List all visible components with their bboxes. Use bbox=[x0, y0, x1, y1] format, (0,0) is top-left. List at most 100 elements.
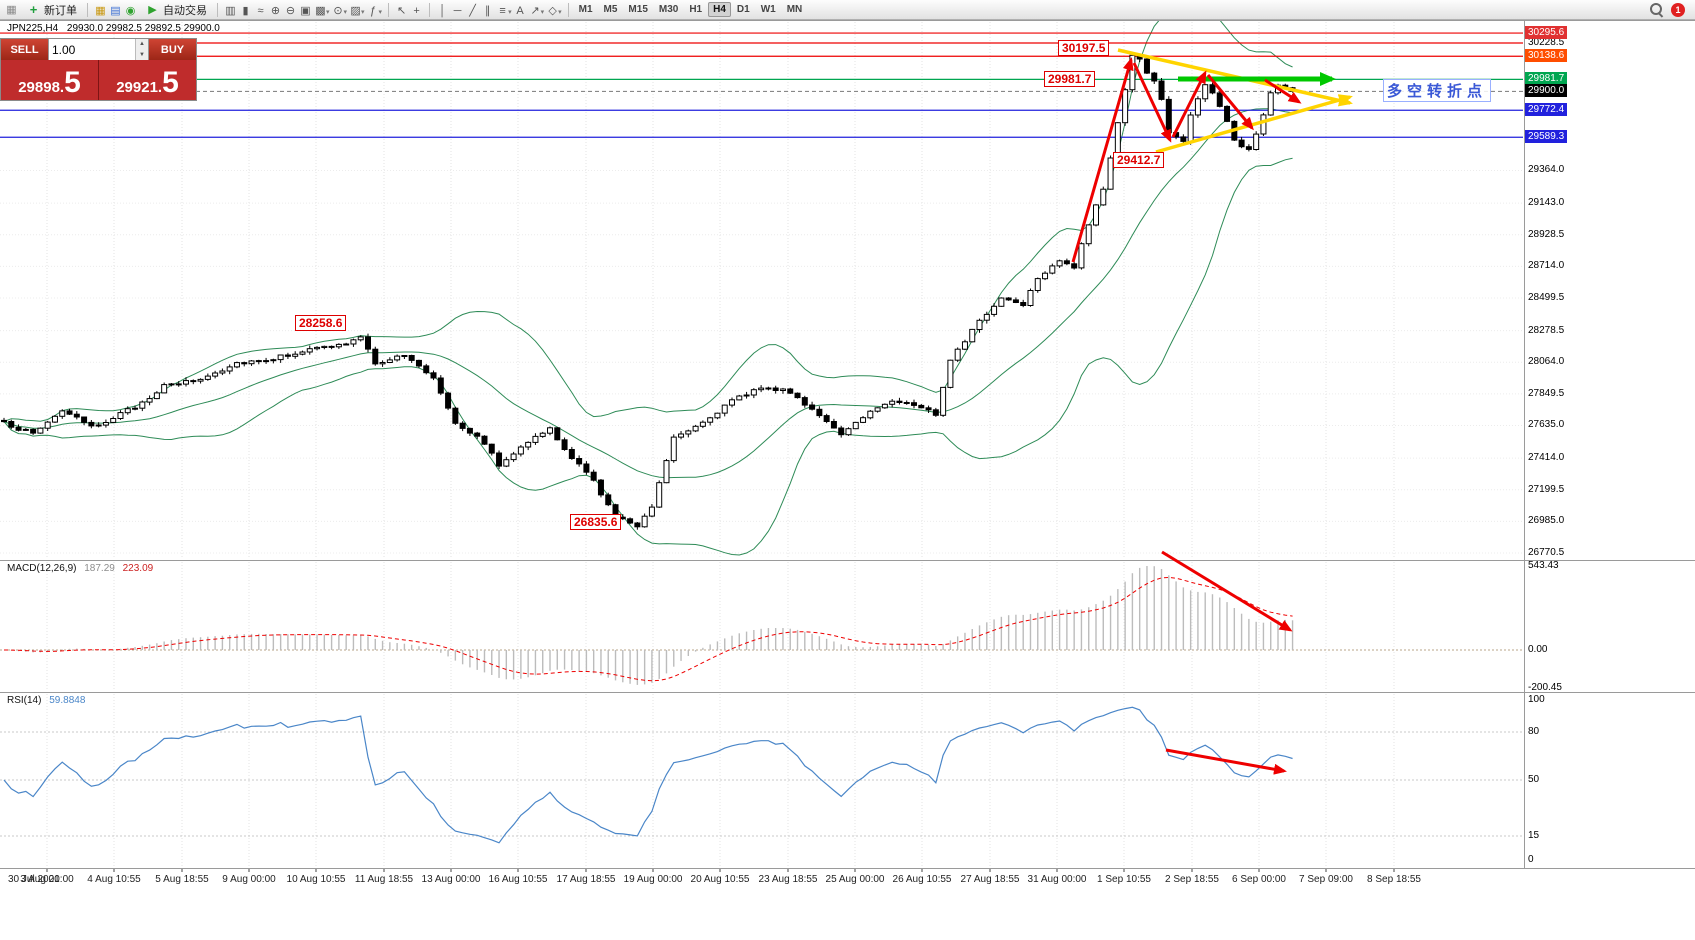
rsi-arrow[interactable] bbox=[1165, 748, 1287, 775]
volume-increase-button[interactable]: ▲ bbox=[135, 39, 148, 50]
fibonacci-caret[interactable]: ▾ bbox=[508, 8, 512, 16]
macd-value-signal: 223.09 bbox=[122, 563, 154, 574]
volume-control: ▲ ▼ bbox=[48, 39, 149, 60]
volume-spinner: ▲ ▼ bbox=[134, 39, 148, 60]
rsi-indicator-label: RSI(14) 59.8848 bbox=[7, 695, 85, 706]
time-axis-label: 25 Aug 00:00 bbox=[825, 874, 885, 885]
red-arrow-1[interactable] bbox=[1071, 57, 1134, 263]
new-chart-icon[interactable]: ▩ bbox=[315, 4, 326, 17]
price-axis-label: 30228.5 bbox=[1528, 36, 1565, 48]
templates-caret[interactable]: ▾ bbox=[361, 8, 365, 16]
time-axis-label: 3 Aug 00:00 bbox=[20, 874, 74, 885]
navigator-icon[interactable]: ◉ bbox=[125, 4, 136, 17]
time-axis-label: 7 Sep 09:00 bbox=[1299, 874, 1353, 885]
price-callout-26835.6[interactable]: 26835.6 bbox=[570, 514, 622, 530]
periods-caret[interactable]: ▾ bbox=[343, 8, 348, 16]
time-axis-label: 10 Aug 10:55 bbox=[286, 874, 346, 885]
time-axis-label: 6 Sep 00:00 bbox=[1232, 874, 1286, 885]
timeframe-w1[interactable]: W1 bbox=[760, 4, 776, 15]
macd-indicator-label: MACD(12,26,9) 187.29 223.09 bbox=[7, 563, 153, 574]
toolbar-separator bbox=[388, 2, 390, 17]
trendline-icon[interactable]: ╱ bbox=[469, 4, 476, 17]
price-axis-label: 28928.5 bbox=[1528, 228, 1565, 240]
new-chart-caret[interactable]: ▾ bbox=[326, 8, 330, 16]
buy-button[interactable]: BUY bbox=[149, 39, 196, 60]
price-levels bbox=[0, 32, 1523, 138]
candlestick-icon[interactable]: ▮ bbox=[242, 4, 249, 17]
cursor-icon[interactable]: ↖ bbox=[396, 4, 407, 17]
channel-icon[interactable]: ∥ bbox=[484, 4, 491, 17]
tile-windows-icon[interactable]: ▣ bbox=[300, 4, 311, 17]
timeframe-mn[interactable]: MN bbox=[786, 4, 803, 15]
macd-arrow[interactable] bbox=[1161, 550, 1293, 632]
shapes-caret[interactable]: ▾ bbox=[558, 8, 562, 16]
sell-price-pips: 5 bbox=[64, 66, 81, 99]
arrows-caret[interactable]: ▾ bbox=[540, 8, 545, 16]
market-watch-icon[interactable]: ▦ bbox=[95, 4, 106, 17]
text-icon[interactable]: A bbox=[516, 4, 524, 17]
rsi-scale-label: 100 bbox=[1528, 694, 1545, 705]
timeframe-m30[interactable]: M30 bbox=[658, 4, 679, 15]
timeframe-m5[interactable]: M5 bbox=[603, 4, 618, 15]
time-axis-label: 31 Aug 00:00 bbox=[1027, 874, 1087, 885]
data-window-icon[interactable]: ▤ bbox=[110, 4, 121, 17]
time-axis-label: 5 Aug 18:55 bbox=[155, 874, 209, 885]
vertical-line-icon[interactable]: │ bbox=[439, 4, 446, 17]
red-arrow-5[interactable] bbox=[1264, 78, 1302, 104]
price-badge-29900.0: 29900.0 bbox=[1525, 84, 1568, 98]
timeframe-m15[interactable]: M15 bbox=[628, 4, 648, 15]
sell-button[interactable]: SELL bbox=[1, 39, 48, 60]
chart-note-text[interactable]: 多空转折点 bbox=[1383, 79, 1492, 102]
notification-badge[interactable]: 1 bbox=[1671, 2, 1685, 17]
one-click-trading-panel: SELL ▲ ▼ BUY 29898.5 29921.5 bbox=[0, 38, 197, 101]
zoom-out-icon[interactable]: ⊖ bbox=[285, 4, 296, 17]
rsi-scale-label: 15 bbox=[1528, 830, 1540, 841]
templates-icon[interactable]: ▨ bbox=[350, 4, 361, 17]
new-order-button[interactable]: + 新订单 bbox=[21, 1, 82, 19]
shapes-icon[interactable]: ◇ bbox=[548, 4, 557, 17]
volume-decrease-button[interactable]: ▼ bbox=[135, 49, 148, 60]
price-badge-29981.7: 29981.7 bbox=[1525, 72, 1568, 86]
macd-scale-label: 0.00 bbox=[1528, 644, 1548, 655]
price-axis-label: 26770.5 bbox=[1528, 547, 1565, 558]
symbol-ohlc: 29930.0 29982.5 29892.5 29900.0 bbox=[66, 23, 220, 34]
chart-drawings bbox=[1071, 48, 1353, 775]
time-axis-label: 13 Aug 00:00 bbox=[421, 874, 481, 885]
red-arrow-4[interactable] bbox=[1206, 74, 1254, 131]
price-axis[interactable] bbox=[1524, 21, 1695, 868]
volume-input[interactable] bbox=[49, 39, 135, 60]
bar-chart-icon[interactable]: ▥ bbox=[225, 4, 236, 17]
time-axis-label: 20 Aug 10:55 bbox=[690, 874, 750, 885]
red-arrow-2[interactable] bbox=[1132, 62, 1172, 143]
periods-icon[interactable]: ⊙ bbox=[333, 4, 343, 17]
price-callout-30197.5[interactable]: 30197.5 bbox=[1058, 40, 1110, 56]
timeframe-h1[interactable]: H1 bbox=[689, 4, 703, 15]
arrows-icon[interactable]: ↗ bbox=[530, 4, 540, 17]
timeframe-d1[interactable]: D1 bbox=[736, 4, 750, 15]
macd-title: MACD(12,26,9) bbox=[7, 563, 77, 574]
rsi-scale-label: 0 bbox=[1528, 854, 1534, 865]
sell-price[interactable]: 29898. 5 bbox=[1, 60, 99, 100]
symbol-info: JPN225,H4 29930.0 29982.5 29892.5 29900.… bbox=[7, 23, 226, 34]
line-chart-icon[interactable]: ≈ bbox=[257, 4, 264, 17]
horizontal-line-icon[interactable]: ─ bbox=[453, 4, 462, 17]
price-callout-29412.7[interactable]: 29412.7 bbox=[1113, 152, 1165, 168]
timeframe-h4[interactable]: H4 bbox=[708, 2, 731, 17]
crosshair-icon[interactable]: + bbox=[413, 4, 420, 17]
fibonacci-icon[interactable]: ≡ bbox=[499, 4, 506, 17]
autotrading-label: 自动交易 bbox=[163, 4, 207, 17]
yellow-trendline-2[interactable] bbox=[1155, 94, 1353, 154]
zoom-in-icon[interactable]: ⊕ bbox=[270, 4, 281, 17]
autotrading-button[interactable]: ▶ 自动交易 bbox=[140, 1, 212, 19]
draw-icons-group: │ ─ ╱ ∥ ≡ ▾ A ↗▾ ◇▾ bbox=[435, 1, 563, 19]
indicators-icon[interactable]: ƒ bbox=[369, 4, 377, 17]
price-callout-28258.6[interactable]: 28258.6 bbox=[295, 315, 347, 331]
price-axis-label: 28499.5 bbox=[1528, 291, 1565, 303]
red-arrow-3[interactable] bbox=[1171, 70, 1207, 138]
timeframe-m1[interactable]: M1 bbox=[578, 4, 593, 15]
buy-price[interactable]: 29921. 5 bbox=[99, 60, 196, 100]
price-callout-29981.7[interactable]: 29981.7 bbox=[1044, 71, 1096, 87]
search-icon[interactable] bbox=[1650, 3, 1663, 16]
indicators-caret[interactable]: ▾ bbox=[378, 8, 383, 16]
